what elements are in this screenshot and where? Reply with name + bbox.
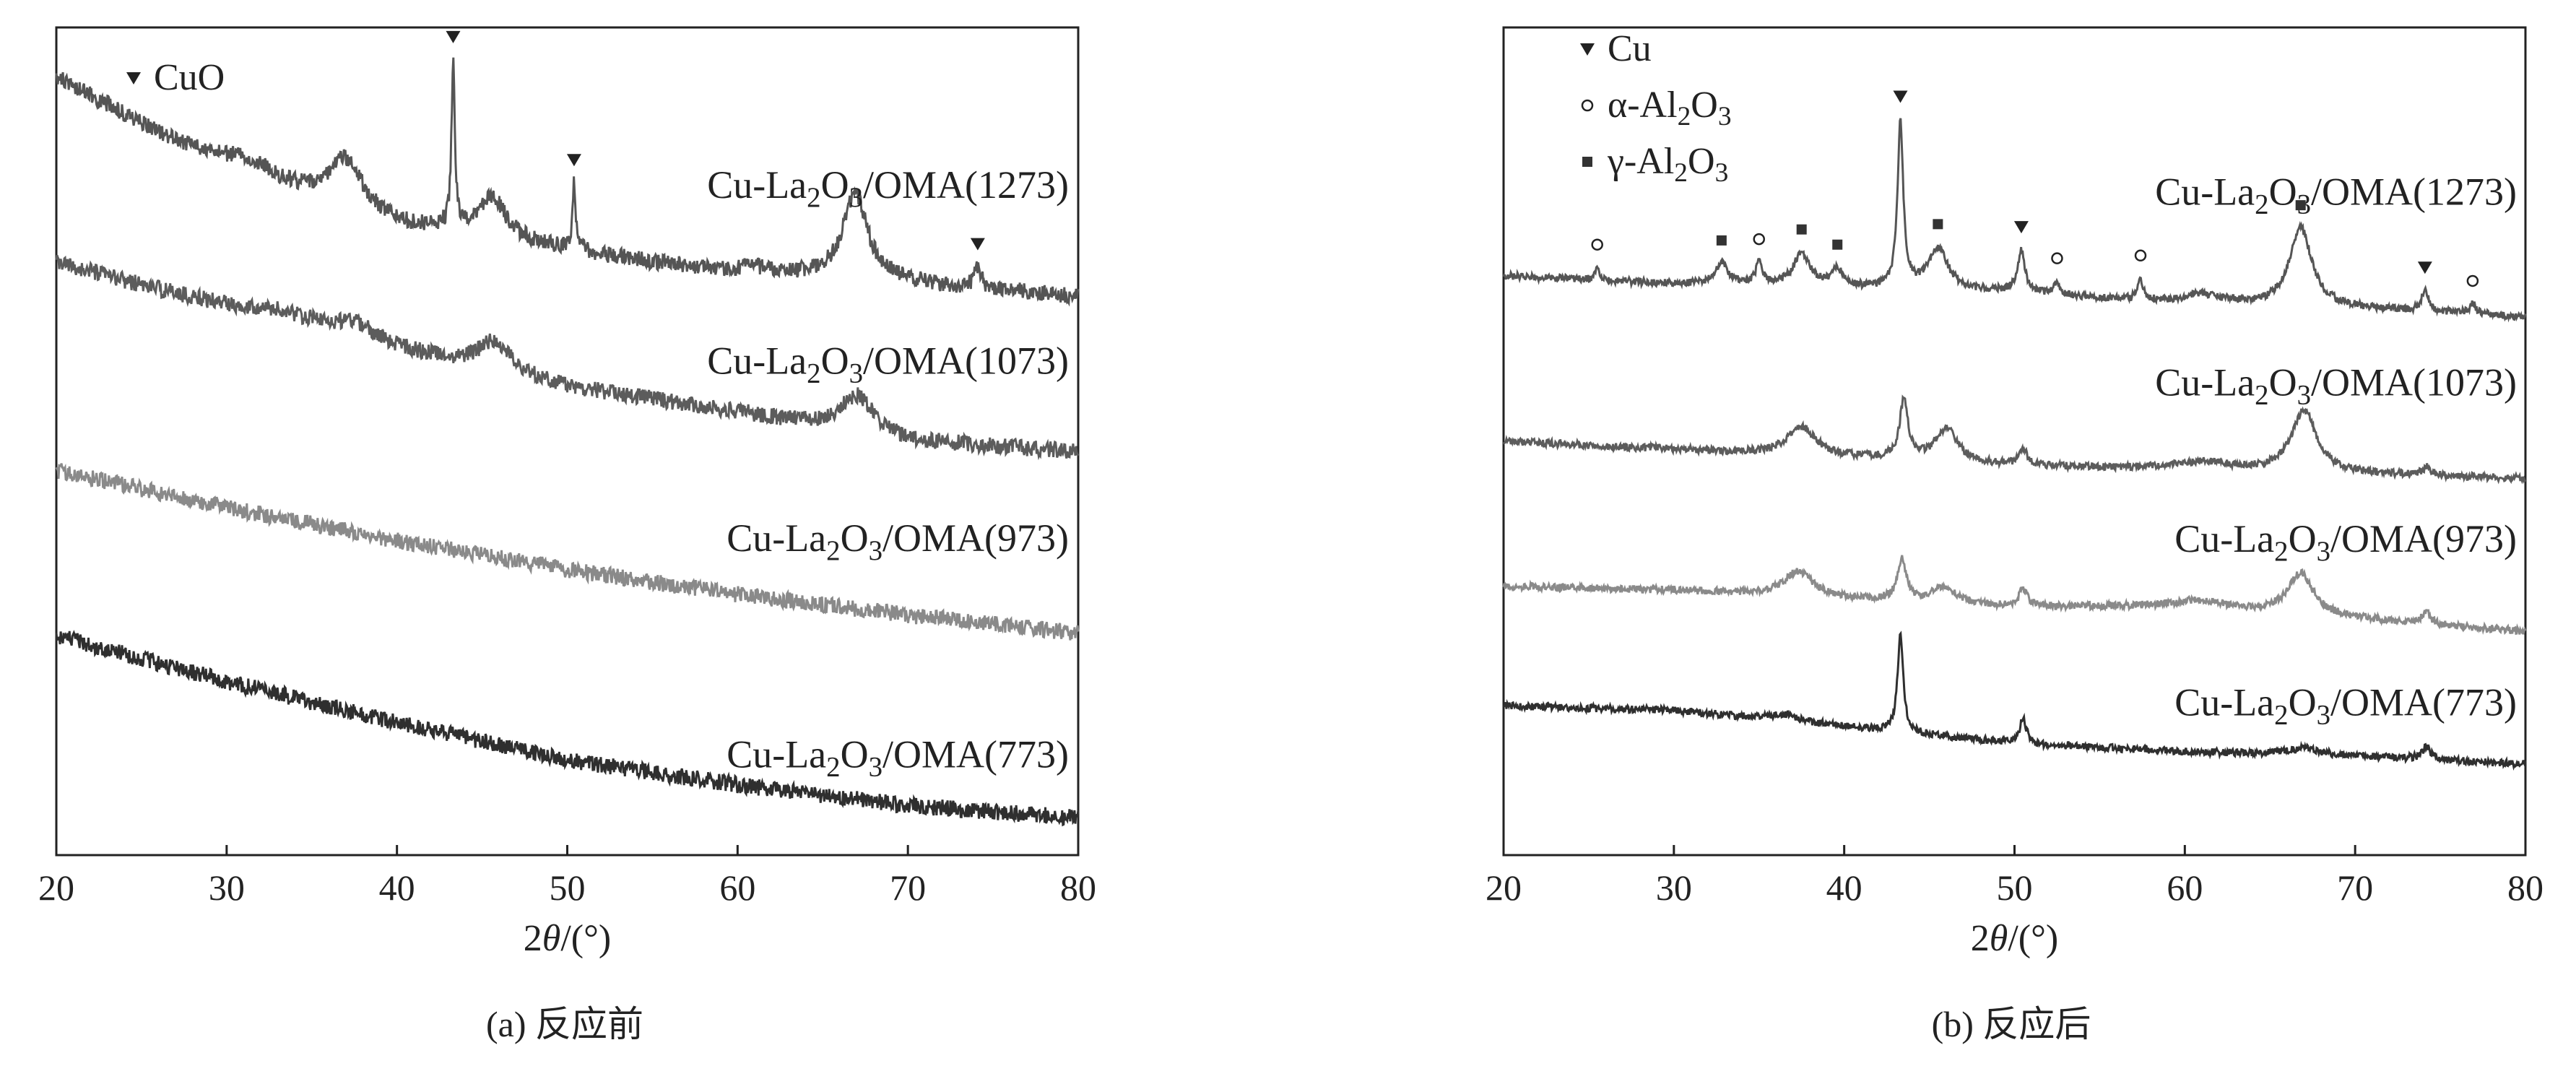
x-tick-label: 80 bbox=[2507, 867, 2544, 908]
x-tick-label: 70 bbox=[890, 867, 926, 908]
x-tick-label: 60 bbox=[2167, 867, 2203, 908]
peak-marker-filled-triangle-down-icon bbox=[2417, 261, 2432, 274]
series-label-1: Cu-La2O3/OMA(1273) bbox=[2155, 170, 2517, 220]
peak-marker-filled-triangle-down-icon bbox=[566, 154, 581, 167]
x-axis-label: 2θ/(°) bbox=[524, 918, 611, 959]
x-axis-label: 2θ/(°) bbox=[1971, 918, 2058, 959]
peak-marker-filled-square-icon bbox=[1832, 239, 1843, 250]
x-tick-label: 30 bbox=[1656, 867, 1692, 908]
peak-marker-open-circle-icon bbox=[2051, 252, 2063, 264]
peak-marker-filled-triangle-down-icon bbox=[970, 238, 985, 251]
x-tick-label: 40 bbox=[1826, 867, 1862, 908]
legend-label-1: CuO bbox=[154, 57, 225, 98]
peak-marker-filled-triangle-down-icon bbox=[446, 30, 461, 43]
legend-open-circle-icon bbox=[1581, 99, 1594, 112]
x-tick-label: 60 bbox=[719, 867, 755, 908]
x-tick-label: 50 bbox=[550, 867, 586, 908]
x-tick-label: 40 bbox=[379, 867, 415, 908]
series-line-2 bbox=[1502, 394, 2527, 485]
legend-filled-triangle-down-icon bbox=[1580, 43, 1595, 56]
x-tick-label: 50 bbox=[1997, 867, 2033, 908]
x-tick-label: 70 bbox=[2337, 867, 2373, 908]
x-tick-label: 30 bbox=[209, 867, 245, 908]
series-line-2 bbox=[55, 254, 1080, 461]
caption-panel-a: (a) 反应前 bbox=[486, 1004, 643, 1044]
x-tick-label: 80 bbox=[1060, 867, 1096, 908]
series-line-3 bbox=[55, 463, 1080, 641]
series-label-2: Cu-La2O3/OMA(1073) bbox=[707, 339, 1069, 389]
series-line-3 bbox=[1502, 555, 2527, 636]
series-label-4: Cu-La2O3/OMA(773) bbox=[2174, 681, 2517, 731]
series-label-2: Cu-La2O3/OMA(1073) bbox=[2155, 361, 2517, 411]
x-tick-label: 20 bbox=[38, 867, 74, 908]
series-label-3: Cu-La2O3/OMA(973) bbox=[2174, 517, 2517, 567]
series-line-4 bbox=[1502, 630, 2527, 771]
peak-marker-filled-square-icon bbox=[2295, 200, 2306, 211]
peak-marker-open-circle-icon bbox=[2134, 249, 2147, 262]
series-line-4 bbox=[55, 630, 1080, 827]
peak-marker-open-circle-icon bbox=[2466, 274, 2479, 287]
legend-label-2: α-Al2O3 bbox=[1608, 84, 1732, 131]
series-label-1: Cu-La2O3/OMA(1273) bbox=[707, 163, 1069, 213]
legend-filled-square-icon bbox=[1582, 157, 1592, 167]
peak-marker-open-circle-icon bbox=[1591, 238, 1603, 251]
panel-a-before-reaction: 20 30 40 50 60 70 80 2θ/(°) Cu-La2O3/OMA(1273) Cu… bbox=[38, 26, 1096, 959]
peak-marker-filled-square-icon bbox=[1933, 219, 1943, 230]
peak-marker-filled-square-icon bbox=[1716, 235, 1727, 246]
series-label-4: Cu-La2O3/OMA(773) bbox=[727, 732, 1069, 782]
series-label-3: Cu-La2O3/OMA(973) bbox=[727, 516, 1069, 566]
peak-marker-filled-triangle-down-icon bbox=[2013, 221, 2029, 234]
panel-b-after-reaction: 20 30 40 50 60 70 80 2θ/(°) Cu-La2O3/OMA(1273) Cu… bbox=[1486, 26, 2544, 959]
legend-label-1: Cu bbox=[1608, 28, 1652, 69]
peak-marker-filled-triangle-down-icon bbox=[1893, 90, 1908, 103]
peak-marker-open-circle-icon bbox=[1753, 233, 1765, 246]
series-line-1 bbox=[1502, 118, 2527, 323]
legend-label-3: γ-Al2O3 bbox=[1607, 141, 1728, 188]
peak-marker-filled-square-icon bbox=[1796, 224, 1807, 235]
legend-filled-triangle-down-icon bbox=[126, 72, 141, 84]
x-tick-label: 20 bbox=[1486, 867, 1522, 908]
caption-panel-b: (b) 反应后 bbox=[1931, 1004, 2091, 1044]
series-line-1 bbox=[55, 57, 1080, 307]
